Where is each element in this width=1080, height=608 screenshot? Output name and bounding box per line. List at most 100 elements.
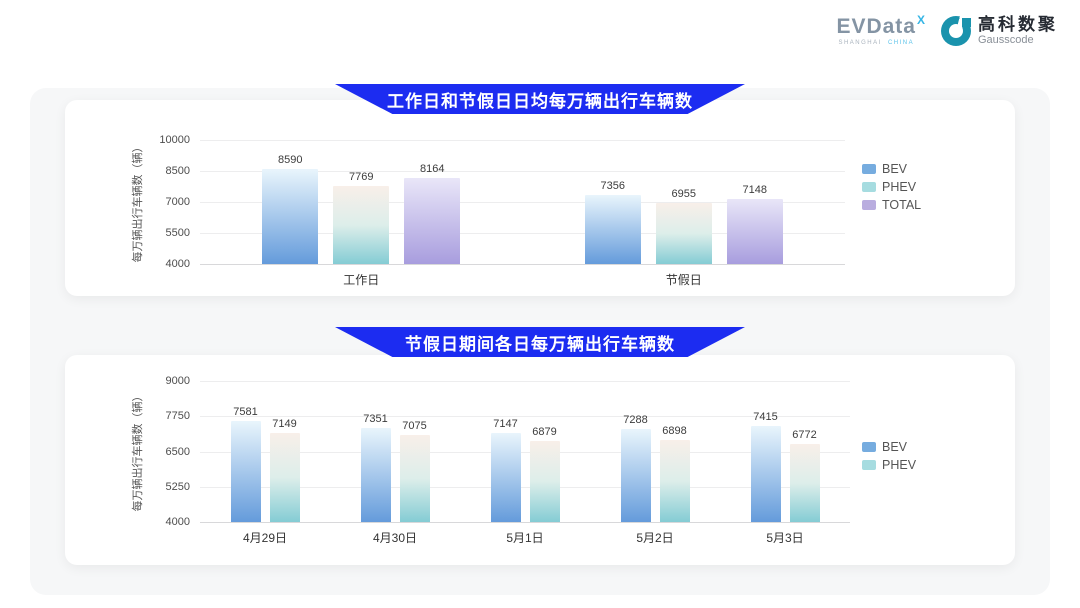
x-category-label: 5月3日	[766, 531, 804, 545]
bar-group: 7351 7075 4月30日	[360, 413, 430, 545]
bar-group: 8590 7769 8164 工作日	[262, 154, 461, 287]
x-category-label: 5月2日	[636, 531, 674, 545]
bar-with-label: 8590	[262, 154, 319, 264]
gausscode-square	[962, 18, 971, 27]
legend-item-total[interactable]: TOTAL	[862, 198, 921, 212]
bar-total-工作日	[404, 177, 461, 264]
bar-bev-5月2日	[620, 429, 651, 522]
bar-with-label: 7075	[399, 420, 430, 522]
bar-value-label: 8590	[278, 154, 303, 167]
bar-value-label: 7356	[600, 179, 625, 192]
legend-item-bev[interactable]: BEV	[862, 440, 916, 454]
gausscode-ring-hole	[949, 24, 963, 38]
bar-groups: 8590 7769 8164 工作日 7356 6955 7148 节假日	[200, 140, 845, 287]
gridline	[200, 381, 850, 382]
chart1-card: 每万辆出行车辆数（辆） 10000 8500 7000 5500 4000 8590 776…	[65, 100, 1015, 296]
legend-item-bev[interactable]: BEV	[862, 162, 921, 176]
gridline	[200, 486, 850, 488]
legend-swatch	[862, 200, 876, 210]
legend-label: PHEV	[882, 458, 917, 472]
legend-item-phev[interactable]: PHEV	[862, 180, 921, 194]
bar-groups: 7581 7149 4月29日 7351 7075 4月30日 7147 6879 5月1日 72…	[200, 381, 850, 545]
gridline	[200, 140, 845, 141]
bar-phev-5月2日	[659, 440, 690, 522]
gridline	[200, 451, 850, 453]
legend-item-phev[interactable]: PHEV	[862, 458, 916, 472]
bar-value-label: 6955	[671, 187, 696, 200]
x-category-label: 4月30日	[372, 531, 418, 545]
bar-with-label: 6898	[659, 425, 690, 522]
bar-bev-工作日	[262, 169, 319, 264]
bar-value-label: 7769	[349, 171, 374, 184]
bar-with-label: 7148	[726, 184, 783, 264]
bar-group: 7415 6772 5月3日	[750, 411, 820, 545]
evdata-subtext-shanghai: SHANGHAI	[838, 40, 882, 46]
gridline	[200, 233, 845, 234]
gridline	[200, 264, 845, 265]
gausscode-name-en: Gausscode	[978, 34, 1034, 46]
bar-value-label: 7149	[272, 418, 297, 431]
chart2-title: 节假日期间各日每万辆出行车辆数	[405, 334, 675, 354]
x-category-label: 5月1日	[506, 531, 544, 545]
bar-with-label: 7288	[620, 414, 651, 522]
bar-with-label: 7356	[584, 180, 641, 264]
legend-label: PHEV	[882, 180, 917, 194]
bar-with-label: 7415	[750, 411, 781, 522]
chart1-plot-area: 10000 8500 7000 5500 4000 8590 7769 8164 工作日 7356…	[159, 134, 845, 287]
x-category-label: 工作日	[343, 273, 380, 287]
bar-value-label: 7075	[402, 420, 427, 433]
evdata-superscript: X	[916, 13, 925, 27]
gausscode-g-icon	[941, 16, 971, 46]
bar-phev-节假日	[655, 202, 712, 264]
y-tick-label: 8500	[165, 165, 190, 177]
y-tick-label: 9000	[165, 375, 190, 387]
bar-bev-4月29日	[230, 421, 261, 522]
chart2-plot-area: 9000 7750 6500 5250 4000 7581 7149 4月29日 7351 707…	[166, 375, 850, 545]
chart1-title: 工作日和节假日日均每万辆出行车辆数	[387, 91, 693, 111]
y-tick-label: 6500	[165, 445, 190, 458]
bar-phev-5月3日	[789, 443, 820, 522]
legend-swatch	[862, 442, 876, 452]
gridline	[200, 522, 850, 523]
bar-with-label: 6955	[655, 188, 712, 264]
y-tick-label: 10000	[159, 134, 190, 146]
chart1-y-axis-title: 每万辆出行车辆数（辆）	[132, 141, 144, 263]
gridline	[200, 202, 845, 203]
x-category-label: 节假日	[665, 273, 702, 287]
legend-label: BEV	[882, 440, 908, 454]
brand-header: EVData X SHANGHAI CHINA 高科数聚 Gausscode	[836, 13, 1058, 46]
bar-phev-工作日	[333, 186, 390, 264]
bar-with-label: 6879	[529, 426, 560, 522]
legend-label: TOTAL	[882, 198, 922, 212]
dashboard-panel: 工作日和节假日日均每万辆出行车辆数 每万辆出行车辆数（辆） 10000 8500 7…	[30, 84, 1050, 595]
evdata-subtext: SHANGHAI CHINA	[838, 40, 925, 46]
chart2-legend: BEV PHEV	[862, 440, 916, 472]
bar-bev-5月3日	[750, 425, 781, 522]
bar-value-label: 7351	[363, 412, 388, 425]
chart1-title-banner: 工作日和节假日日均每万辆出行车辆数	[335, 84, 745, 114]
bar-value-label: 7288	[623, 414, 648, 427]
bar-phev-4月29日	[269, 433, 300, 522]
gausscode-logo: 高科数聚 Gausscode	[941, 16, 1058, 46]
evdata-wordmark: EVData	[836, 15, 916, 38]
bar-value-label: 8164	[420, 162, 445, 175]
y-tick-label: 5500	[165, 227, 190, 239]
bar-total-节假日	[726, 198, 783, 264]
chart2-card: 每万辆出行车辆数（辆） 9000 7750 6500 5250 4000 7581 7149…	[65, 355, 1015, 565]
bar-phev-4月30日	[399, 435, 430, 522]
x-category-label: 4月29日	[242, 531, 288, 545]
chart2-y-axis-title: 每万辆出行车辆数（辆）	[132, 390, 144, 512]
legend-swatch	[862, 460, 876, 470]
evdata-logo: EVData X SHANGHAI CHINA	[836, 13, 925, 46]
bar-value-label: 7415	[753, 410, 778, 423]
bar-phev-5月1日	[529, 440, 560, 522]
bar-value-label: 6772	[792, 428, 817, 441]
gridline	[200, 416, 850, 418]
chart1-legend: BEV PHEV TOTAL	[862, 162, 921, 212]
bar-with-label: 8164	[404, 163, 461, 264]
y-tick-label: 5250	[165, 480, 190, 493]
bar-group: 7581 7149 4月29日	[230, 406, 300, 545]
bar-value-label: 7148	[742, 183, 767, 196]
bar-group: 7356 6955 7148 节假日	[584, 180, 783, 287]
bar-with-label: 7769	[333, 171, 390, 264]
